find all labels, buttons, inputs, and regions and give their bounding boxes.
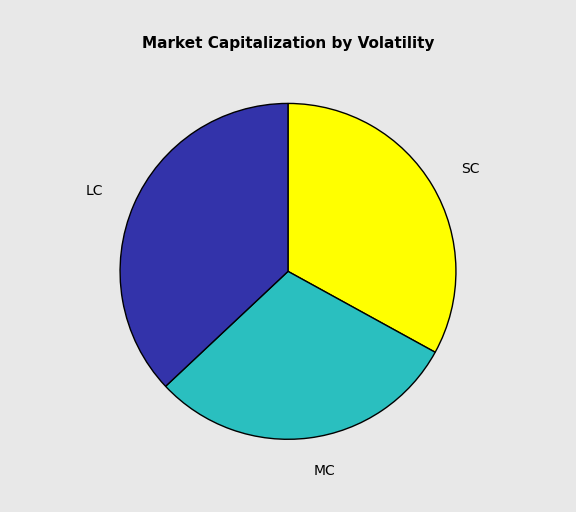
Text: SC: SC (461, 162, 480, 176)
Text: LC: LC (86, 184, 103, 198)
Title: Market Capitalization by Volatility: Market Capitalization by Volatility (142, 35, 434, 51)
Text: MC: MC (313, 464, 335, 478)
Wedge shape (165, 271, 435, 439)
Wedge shape (120, 103, 288, 387)
Wedge shape (288, 103, 456, 352)
